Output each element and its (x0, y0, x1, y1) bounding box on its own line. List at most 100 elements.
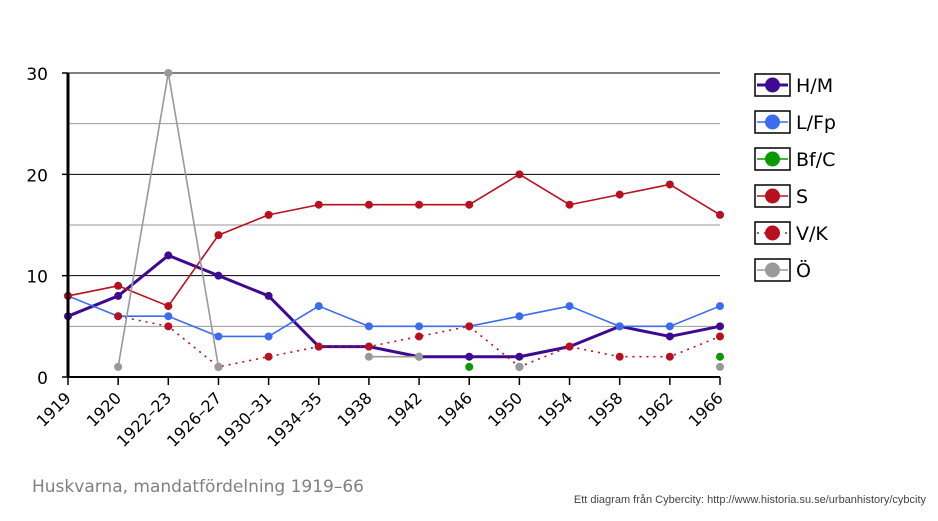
data-point (515, 312, 524, 321)
legend-entry: Bf/C (754, 147, 835, 171)
data-point (465, 200, 474, 209)
credit-link[interactable]: Ett diagram från Cybercity: http://www.h… (573, 494, 926, 506)
legend-entry: V/K (754, 221, 828, 245)
data-point (515, 352, 524, 361)
legend-label: S (796, 186, 808, 208)
data-point (665, 332, 674, 341)
data-point (716, 210, 724, 219)
legend-entry: Ö (754, 258, 811, 282)
data-point (465, 352, 474, 361)
legend-entry: H/M (754, 73, 833, 97)
data-point (415, 332, 424, 341)
data-point (164, 302, 173, 311)
legend-label: L/Fp (796, 112, 836, 134)
legend-label: V/K (796, 223, 828, 245)
data-point (164, 69, 173, 77)
data-point (716, 332, 724, 341)
grid (68, 72, 720, 327)
data-point (364, 352, 373, 361)
data-point (415, 322, 424, 331)
data-point (665, 322, 674, 331)
data-point (565, 302, 574, 311)
data-point (565, 342, 574, 351)
series-2 (465, 352, 724, 371)
data-point (264, 210, 273, 219)
data-point (415, 352, 424, 361)
legend-entry: S (754, 184, 808, 208)
x-tick-label: 1962 (634, 388, 676, 430)
legend-swatch-marker (765, 225, 780, 241)
series-line (67, 173, 721, 307)
data-point (114, 281, 123, 290)
data-point (465, 322, 474, 331)
x-tick-label: 1954 (534, 388, 576, 430)
data-point (114, 312, 123, 321)
data-point (415, 200, 424, 209)
legend-swatch-marker (765, 188, 780, 204)
data-point (264, 291, 273, 300)
data-point (114, 362, 123, 371)
data-point (615, 190, 624, 199)
chart-caption: Huskvarna, mandatfördelning 1919–66 (32, 477, 364, 497)
series-3 (64, 170, 724, 311)
data-point (515, 170, 524, 179)
data-point (164, 322, 173, 331)
y-axis-ticks: 0 10 20 30 (26, 65, 68, 389)
axes (66, 73, 720, 378)
legend: H/M L/Fp Bf/C S V/K Ö (754, 73, 836, 282)
series-4 (114, 312, 724, 371)
x-tick-label: 1942 (384, 388, 426, 430)
series-5 (114, 69, 724, 371)
data-point (716, 352, 724, 361)
data-point (665, 180, 674, 189)
data-point (214, 362, 223, 371)
y-tick-label: 0 (37, 369, 48, 389)
legend-swatch-marker (765, 151, 780, 167)
legend-entry: L/Fp (754, 110, 836, 134)
x-tick-label: 1938 (334, 388, 376, 430)
x-tick-label: 1934–35 (263, 388, 325, 450)
data-point (214, 271, 223, 280)
data-point (364, 322, 373, 331)
legend-label: Ö (796, 259, 811, 282)
data-point (565, 200, 574, 209)
x-tick-label: 1950 (484, 388, 526, 430)
data-point (615, 352, 624, 361)
y-tick-label: 30 (26, 65, 48, 85)
data-point (314, 302, 323, 311)
x-tick-label: 1920 (83, 388, 125, 430)
data-point (364, 342, 373, 351)
x-tick-label: 1966 (685, 388, 727, 430)
legend-swatch-marker (765, 262, 780, 278)
x-tick-label: 1946 (434, 388, 476, 430)
data-point (164, 312, 173, 321)
data-point (515, 362, 524, 371)
series-1 (64, 291, 724, 341)
x-tick-label: 1919 (33, 388, 75, 430)
data-point (114, 291, 123, 300)
series-layer (64, 69, 724, 371)
data-point (716, 362, 724, 371)
legend-swatch-marker (765, 77, 780, 93)
data-point (314, 200, 323, 209)
legend-label: H/M (796, 75, 833, 97)
series-line (67, 295, 721, 338)
legend-swatch-marker (765, 114, 780, 130)
data-point (615, 322, 624, 331)
legend-label: Bf/C (796, 149, 835, 171)
y-tick-label: 20 (26, 166, 48, 186)
data-point (465, 362, 474, 371)
x-tick-label: 1958 (584, 388, 626, 430)
data-point (264, 352, 273, 361)
data-point (264, 332, 273, 341)
data-point (716, 322, 724, 331)
series-line (67, 253, 721, 359)
data-point (164, 251, 173, 260)
data-point (364, 200, 373, 209)
data-point (665, 352, 674, 361)
data-point (214, 332, 223, 341)
data-point (716, 302, 724, 311)
y-tick-label: 10 (26, 268, 48, 288)
